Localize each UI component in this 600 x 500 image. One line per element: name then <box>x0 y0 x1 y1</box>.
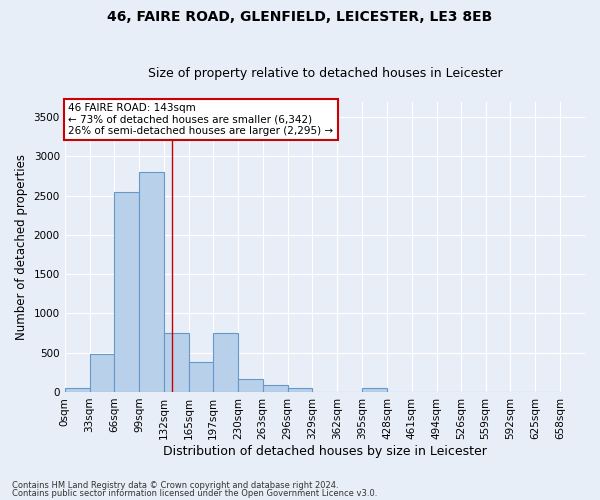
Bar <box>139 172 164 392</box>
Text: 46 FAIRE ROAD: 143sqm
← 73% of detached houses are smaller (6,342)
26% of semi-d: 46 FAIRE ROAD: 143sqm ← 73% of detached … <box>68 103 334 136</box>
Bar <box>65 388 89 392</box>
Bar <box>89 354 115 392</box>
Bar <box>213 333 238 392</box>
Bar <box>238 380 263 392</box>
Text: 46, FAIRE ROAD, GLENFIELD, LEICESTER, LE3 8EB: 46, FAIRE ROAD, GLENFIELD, LEICESTER, LE… <box>107 10 493 24</box>
Bar <box>263 385 287 392</box>
Bar <box>164 333 189 392</box>
Text: Contains HM Land Registry data © Crown copyright and database right 2024.: Contains HM Land Registry data © Crown c… <box>12 481 338 490</box>
Bar <box>362 388 387 392</box>
Text: Contains public sector information licensed under the Open Government Licence v3: Contains public sector information licen… <box>12 488 377 498</box>
Title: Size of property relative to detached houses in Leicester: Size of property relative to detached ho… <box>148 66 502 80</box>
Bar <box>189 362 214 392</box>
Bar <box>287 388 313 392</box>
Bar <box>115 192 139 392</box>
Y-axis label: Number of detached properties: Number of detached properties <box>15 154 28 340</box>
X-axis label: Distribution of detached houses by size in Leicester: Distribution of detached houses by size … <box>163 444 487 458</box>
